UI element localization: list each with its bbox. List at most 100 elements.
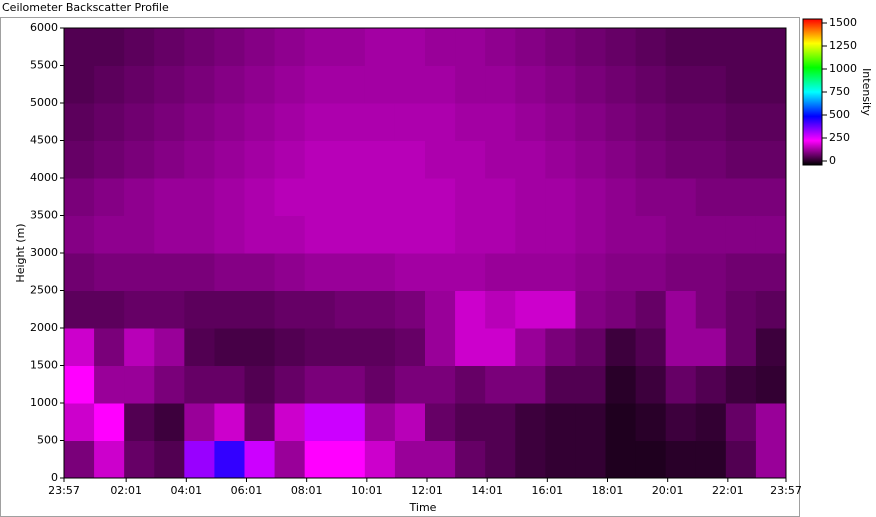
heat-cell <box>304 253 336 291</box>
heat-cell <box>455 65 486 104</box>
heat-cell <box>695 103 727 141</box>
heat-cell <box>304 140 336 179</box>
heat-cell <box>94 253 125 291</box>
heat-cell <box>304 440 336 479</box>
y-tick-label: 4500 <box>30 134 58 147</box>
heat-cell <box>124 65 155 104</box>
heat-cell <box>575 65 606 104</box>
y-tick-label: 2500 <box>30 284 58 297</box>
y-tick-label: 0 <box>51 471 58 484</box>
heat-cell <box>334 103 366 141</box>
colorbar-label: Intensity <box>860 68 873 116</box>
heat-cell <box>605 103 637 141</box>
heat-cell <box>605 215 637 254</box>
heat-cell <box>334 440 366 479</box>
heat-cell <box>184 65 215 104</box>
heat-cell <box>665 253 697 291</box>
heat-cell <box>665 28 697 66</box>
heat-cell <box>244 28 276 66</box>
heat-cell <box>394 28 426 66</box>
heat-cell <box>154 215 185 254</box>
heat-cell <box>725 65 757 104</box>
heat-cell <box>304 215 336 254</box>
heat-cell <box>64 28 95 66</box>
heat-cell <box>455 440 486 479</box>
heat-cell <box>635 65 667 104</box>
heat-cell <box>364 440 396 479</box>
heat-cell <box>244 178 276 216</box>
heat-cell <box>214 28 245 66</box>
heat-cell <box>545 328 576 366</box>
heat-cell <box>725 178 757 216</box>
heat-cell <box>665 65 697 104</box>
heat-cell <box>184 140 215 179</box>
heat-cell <box>575 290 606 329</box>
heat-cell <box>635 28 667 66</box>
heat-cell <box>334 178 366 216</box>
heat-cell <box>364 215 396 254</box>
colorbar-tick-label: 750 <box>829 85 850 98</box>
heat-cell <box>154 290 185 329</box>
heat-cell <box>605 253 637 291</box>
heat-cell <box>394 178 426 216</box>
heat-cell <box>635 215 667 254</box>
heat-cell <box>124 253 155 291</box>
heat-cell <box>605 290 637 329</box>
heat-cell <box>425 140 456 179</box>
heat-cell <box>755 365 787 404</box>
heat-cell <box>184 215 215 254</box>
heat-cell <box>124 403 155 441</box>
heat-cell <box>485 328 516 366</box>
heat-cell <box>394 328 426 366</box>
heat-cell <box>274 440 306 479</box>
heat-cell <box>64 253 95 291</box>
heat-cell <box>725 290 757 329</box>
heat-cell <box>94 328 125 366</box>
heat-cell <box>665 178 697 216</box>
heat-cell <box>545 290 576 329</box>
heat-cell <box>755 440 787 479</box>
heat-cell <box>485 403 516 441</box>
heat-cell <box>274 65 306 104</box>
heat-cell <box>244 215 276 254</box>
heat-cell <box>394 103 426 141</box>
heat-cell <box>515 215 546 254</box>
heat-cell <box>545 28 576 66</box>
heat-cell <box>575 328 606 366</box>
heat-cell <box>665 440 697 479</box>
heat-cell <box>665 403 697 441</box>
heat-cell <box>64 403 95 441</box>
heat-cell <box>124 440 155 479</box>
heat-cell <box>485 103 516 141</box>
heat-cell <box>605 65 637 104</box>
heat-cell <box>274 253 306 291</box>
colorbar-tick-label: 0 <box>829 154 836 167</box>
heat-cell <box>244 403 276 441</box>
heat-cell <box>274 103 306 141</box>
heat-cell <box>755 328 787 366</box>
heat-cell <box>455 28 486 66</box>
heat-cell <box>605 140 637 179</box>
heat-cell <box>214 365 245 404</box>
heat-cell <box>695 290 727 329</box>
heat-cell <box>515 178 546 216</box>
heat-cell <box>425 440 456 479</box>
heat-cell <box>455 253 486 291</box>
heat-cell <box>94 440 125 479</box>
heat-cell <box>575 365 606 404</box>
heat-cell <box>334 328 366 366</box>
heat-cell <box>425 290 456 329</box>
heat-cell <box>184 178 215 216</box>
heat-cell <box>485 253 516 291</box>
heat-cell <box>274 215 306 254</box>
heat-cell <box>695 140 727 179</box>
y-tick-label: 500 <box>37 434 58 447</box>
heat-cell <box>515 28 546 66</box>
heat-cell <box>274 140 306 179</box>
heat-cell <box>455 140 486 179</box>
colorbar <box>802 18 823 166</box>
heat-cell <box>545 253 576 291</box>
heat-cell <box>304 403 336 441</box>
heat-cell <box>455 103 486 141</box>
